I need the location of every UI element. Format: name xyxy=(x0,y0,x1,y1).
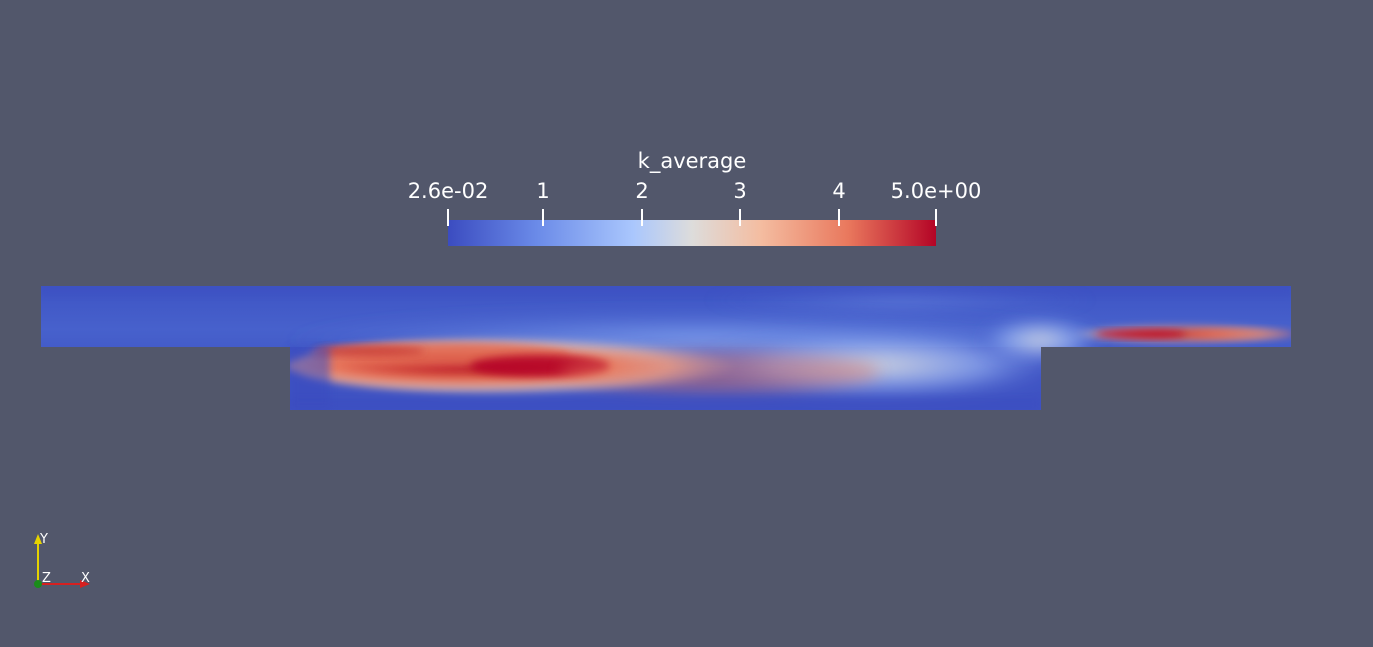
colorbar-max-label: 5.0e+00 xyxy=(890,179,982,203)
colorbar-tick-mark xyxy=(935,209,937,226)
axis-z-label: Z xyxy=(42,571,51,586)
colorbar-gradient xyxy=(448,220,936,246)
colorbar-tick-label: 2 xyxy=(635,179,649,203)
colorbar-title: k_average xyxy=(637,149,747,173)
colorbar-tick-mark xyxy=(641,209,643,226)
colorbar-tick-mark xyxy=(838,209,840,226)
colorbar-tick-mark xyxy=(542,209,544,226)
colorbar-tick-mark xyxy=(447,209,449,226)
colorbar-tick-label: 3 xyxy=(733,179,747,203)
axis-y-label: Y xyxy=(40,532,48,547)
colorbar-tick-label: 4 xyxy=(832,179,846,203)
colorbar-tick-mark xyxy=(739,209,741,226)
axis-x-label: X xyxy=(81,571,90,586)
colorbar-min-label: 2.6e-02 xyxy=(407,179,489,203)
colorbar-tick-label: 1 xyxy=(536,179,550,203)
